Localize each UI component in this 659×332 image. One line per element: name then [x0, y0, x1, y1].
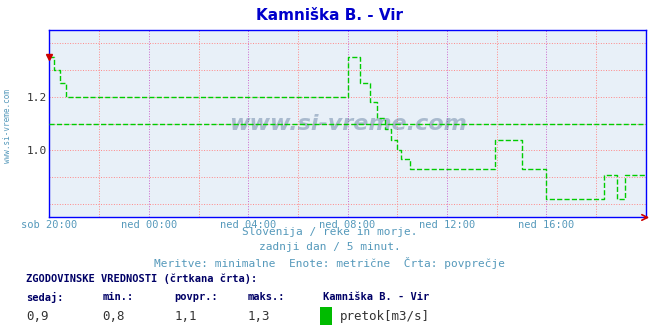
Text: 0,8: 0,8	[102, 310, 125, 323]
Text: 1,3: 1,3	[247, 310, 270, 323]
Text: ZGODOVINSKE VREDNOSTI (črtkana črta):: ZGODOVINSKE VREDNOSTI (črtkana črta):	[26, 274, 258, 285]
Text: sedaj:: sedaj:	[26, 292, 64, 303]
Text: pretok[m3/s]: pretok[m3/s]	[339, 310, 430, 323]
Text: Slovenija / reke in morje.: Slovenija / reke in morje.	[242, 227, 417, 237]
Text: 1,1: 1,1	[175, 310, 197, 323]
Text: Kamniška B. - Vir: Kamniška B. - Vir	[323, 292, 429, 302]
Text: Meritve: minimalne  Enote: metrične  Črta: povprečje: Meritve: minimalne Enote: metrične Črta:…	[154, 257, 505, 269]
Text: www.si-vreme.com: www.si-vreme.com	[3, 89, 13, 163]
Text: min.:: min.:	[102, 292, 133, 302]
Text: zadnji dan / 5 minut.: zadnji dan / 5 minut.	[258, 242, 401, 252]
Text: maks.:: maks.:	[247, 292, 285, 302]
Text: Kamniška B. - Vir: Kamniška B. - Vir	[256, 8, 403, 23]
Text: 0,9: 0,9	[26, 310, 49, 323]
Text: povpr.:: povpr.:	[175, 292, 218, 302]
Text: www.si-vreme.com: www.si-vreme.com	[229, 114, 467, 134]
